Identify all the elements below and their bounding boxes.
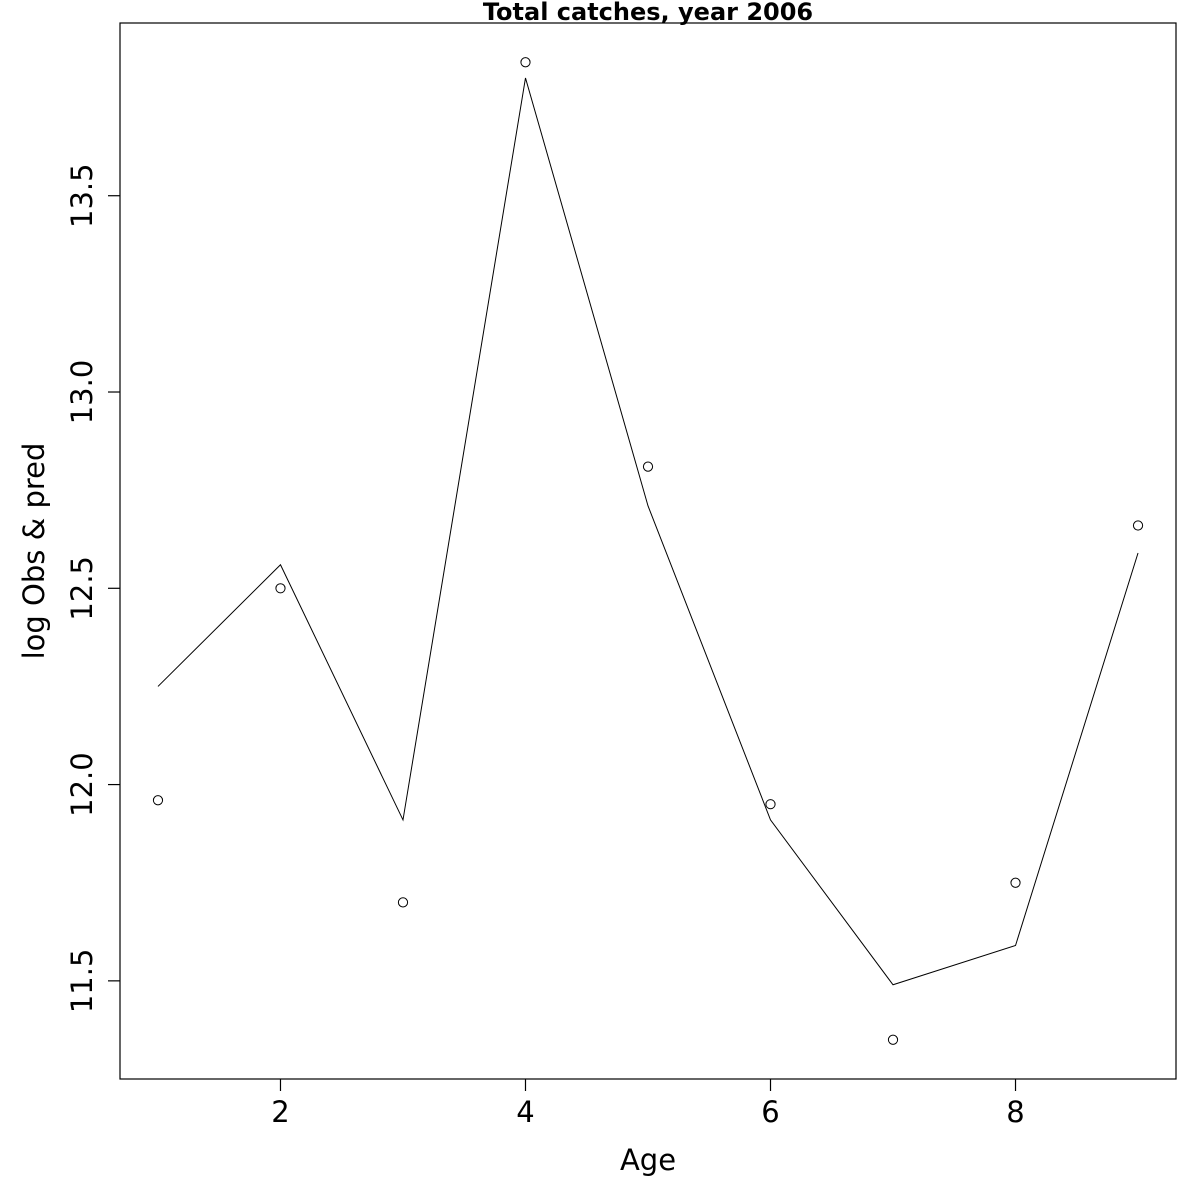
y-axis-label: log Obs & pred — [17, 443, 51, 660]
predicted-line — [157, 77, 1139, 986]
y-tick-label: 13.0 — [65, 360, 99, 425]
plot-frame — [119, 22, 1177, 1080]
observed-point — [1132, 520, 1144, 531]
x-axis: 2 4 6 8 — [271, 1079, 1025, 1129]
x-tick-label: 2 — [271, 1095, 289, 1129]
observed-point — [152, 795, 164, 806]
observed-point — [642, 461, 654, 472]
x-axis-label: Age — [620, 1143, 676, 1177]
x-tick-label: 4 — [516, 1095, 534, 1129]
y-tick-label: 13.5 — [65, 163, 99, 228]
y-tick-label: 11.5 — [65, 949, 99, 1014]
x-tick-label: 8 — [1006, 1095, 1024, 1129]
observed-point — [275, 583, 286, 594]
observed-point — [1010, 877, 1021, 888]
chart-title: Total catches, year 2006 — [483, 0, 813, 26]
plot-area — [152, 57, 1144, 1045]
y-tick-label: 12.5 — [65, 556, 99, 621]
y-axis: 11.5 12.0 12.5 13.0 13.5 — [65, 163, 120, 1013]
y-tick-label: 12.0 — [65, 752, 99, 817]
x-tick-label: 6 — [761, 1095, 779, 1129]
observed-point — [765, 799, 776, 810]
observed-point — [397, 897, 409, 908]
observed-point — [887, 1034, 899, 1045]
observed-point — [520, 57, 531, 68]
